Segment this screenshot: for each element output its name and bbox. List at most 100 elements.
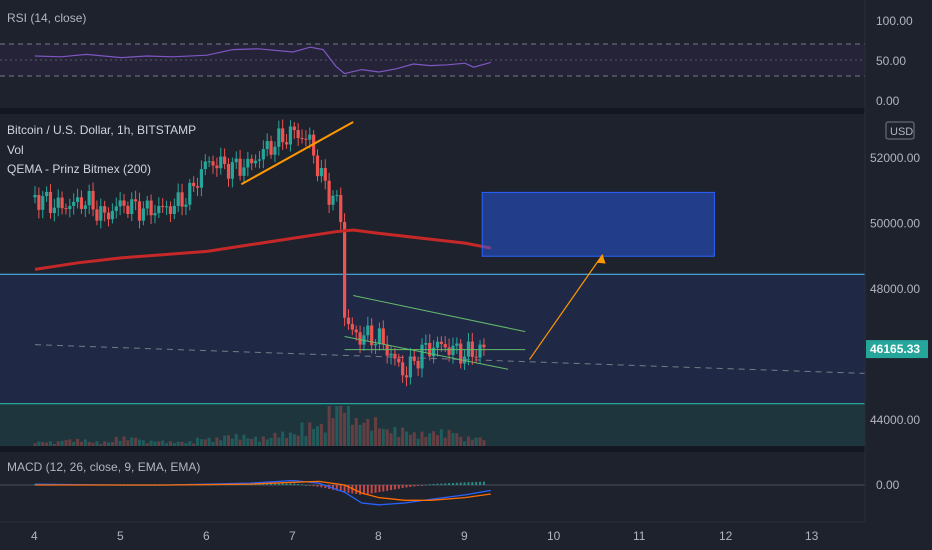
projection-arrow — [529, 254, 604, 360]
macd-hist-bar — [362, 485, 365, 495]
macd-hist-bar — [293, 483, 296, 485]
macd-hist-bar — [482, 481, 485, 485]
volume-bar — [122, 436, 126, 446]
candle — [72, 201, 76, 206]
volume-bar — [134, 437, 138, 446]
macd-hist-bar — [366, 485, 369, 494]
volume-bar — [308, 422, 312, 446]
candle — [292, 126, 296, 131]
macd-hist-bar — [409, 485, 412, 487]
candle — [435, 341, 440, 348]
candle — [211, 161, 215, 166]
macd-hist-bar — [374, 485, 377, 493]
candles — [33, 119, 486, 387]
volume-bar — [199, 439, 203, 446]
macd-hist-bar — [285, 483, 288, 485]
support-zone — [0, 403, 865, 446]
currency-badge-label: USD — [890, 126, 913, 138]
candle — [130, 199, 134, 214]
volume-bar — [435, 435, 439, 446]
macd-hist-bar — [405, 485, 408, 488]
candle — [103, 206, 107, 213]
candle — [141, 208, 145, 221]
volume-bar — [482, 440, 486, 446]
volume-bar — [184, 442, 188, 446]
candle — [420, 344, 424, 369]
volume-bar — [478, 437, 482, 446]
candle — [114, 206, 118, 211]
volume-bar — [68, 439, 72, 446]
candle — [164, 206, 169, 208]
currency-badge[interactable] — [885, 121, 915, 140]
volume-bar — [381, 428, 385, 446]
candle — [37, 194, 41, 210]
volume-bar — [261, 436, 265, 446]
volume-bar — [319, 423, 323, 446]
macd-hist-bar — [444, 483, 447, 485]
time-tick: 12 — [719, 529, 733, 543]
candle — [408, 356, 412, 378]
range-shade — [0, 274, 865, 404]
price-scale[interactable]: 100.00 50.00 0.00 USD 52000.00 50000.00 … — [864, 0, 932, 550]
candle — [261, 149, 265, 160]
volume-bar — [304, 435, 308, 446]
volume-bar — [188, 441, 192, 446]
volume-bar — [48, 441, 52, 446]
macd-hist-bar — [455, 482, 458, 485]
candle — [397, 358, 401, 363]
volume-bar — [230, 438, 234, 446]
volume-bar — [393, 426, 397, 446]
volume-bar — [257, 441, 261, 446]
volume-bar — [180, 441, 184, 446]
candle — [281, 128, 285, 143]
volume-bar — [292, 434, 296, 446]
volume-bar — [331, 418, 335, 446]
price-title: Bitcoin / U.S. Dollar, 1h, BITSTAMP — [7, 123, 196, 137]
volume-bar — [137, 439, 141, 446]
candle — [404, 375, 409, 378]
volume-bar — [323, 432, 327, 446]
volume-bar — [153, 441, 157, 446]
macd-hist-bar — [451, 482, 454, 485]
macd-hist-bar — [359, 485, 362, 495]
macd-hist-bar — [390, 485, 393, 491]
macd-tick: 0.00 — [876, 478, 900, 492]
time-tick: 7 — [289, 529, 296, 543]
rsi-tick: 100.00 — [876, 14, 913, 28]
volume-bar — [161, 440, 165, 446]
volume-bar — [416, 438, 420, 446]
volume-bar — [52, 443, 56, 446]
volume-indicator-label: Vol — [7, 143, 24, 157]
volume-bar — [45, 442, 49, 446]
macd-hist-bar — [343, 485, 346, 493]
macd-hist-bar — [335, 485, 338, 491]
macd-hist-bar — [417, 485, 420, 486]
candle — [343, 222, 347, 318]
macd-hist-bar — [281, 483, 284, 485]
candle — [269, 141, 273, 155]
candle — [234, 158, 238, 163]
volume-bar — [254, 436, 258, 446]
volume-bar — [145, 443, 149, 446]
volume-bar — [149, 440, 153, 446]
channel-upper-line — [353, 295, 526, 333]
rsi-tick: 50.00 — [876, 54, 906, 68]
volume-bar — [130, 437, 134, 446]
time-axis[interactable]: 4 5 6 7 8 9 10 11 12 13 — [0, 521, 932, 550]
candle — [45, 191, 49, 197]
candle — [83, 205, 87, 209]
candle — [134, 199, 138, 202]
volume-bar — [118, 440, 122, 446]
volume-bar — [141, 440, 145, 446]
candle — [153, 213, 157, 216]
arrow-head-icon — [596, 254, 606, 264]
volume-bar — [385, 429, 389, 446]
candle — [99, 206, 103, 221]
candle — [296, 130, 300, 139]
candle — [424, 342, 428, 345]
candle — [300, 138, 304, 140]
volume-bar — [285, 438, 289, 446]
volume-bar — [234, 434, 238, 446]
macd-hist-bar — [289, 483, 292, 485]
macd-hist-bar — [428, 484, 431, 486]
